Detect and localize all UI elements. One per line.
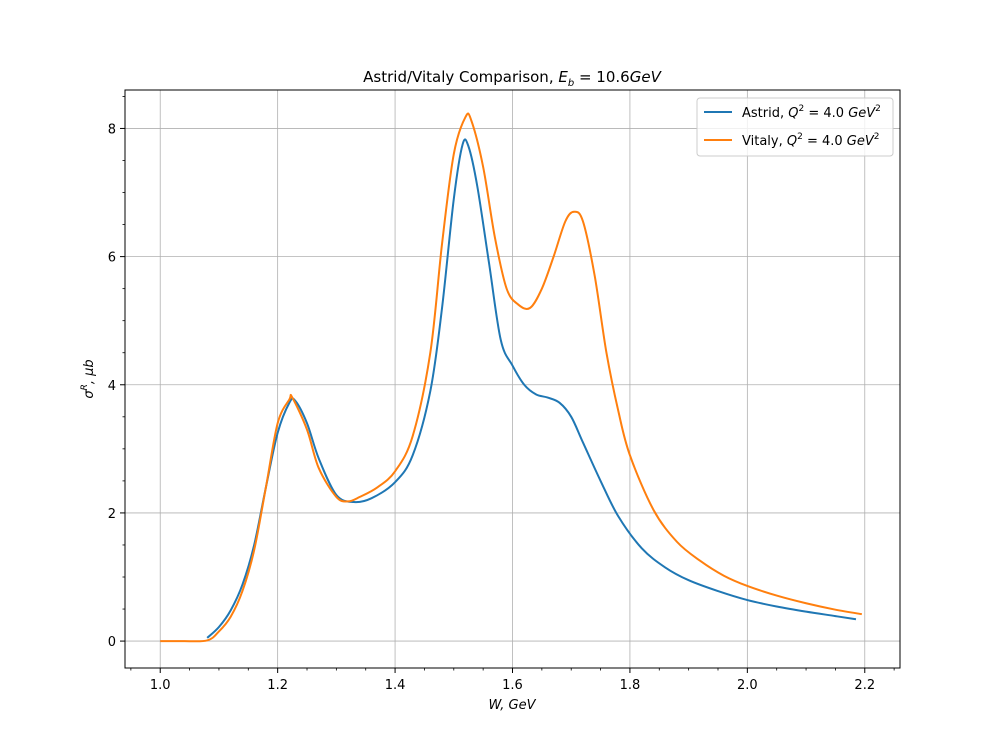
x-tick-label: 2.0 bbox=[737, 678, 758, 693]
y-tick-label: 2 bbox=[108, 507, 116, 522]
y-tick-label: 8 bbox=[108, 122, 116, 137]
legend-label-astrid: Astrid, Q2 = 4.0 GeV2 bbox=[742, 104, 881, 121]
grid bbox=[125, 90, 900, 668]
legend: Astrid, Q2 = 4.0 GeV2 Vitaly, Q2 = 4.0 G… bbox=[696, 97, 894, 157]
x-tick-label: 1.0 bbox=[150, 678, 171, 693]
x-tick-label: 2.2 bbox=[854, 678, 875, 693]
y-axis: 0 2 4 6 8 bbox=[108, 96, 125, 650]
x-axis: 1.0 1.2 1.4 1.6 1.8 2.0 2.2 bbox=[130, 668, 895, 693]
x-tick-label: 1.6 bbox=[502, 678, 523, 693]
y-tick-label: 4 bbox=[108, 379, 116, 394]
y-tick-label: 0 bbox=[108, 635, 116, 650]
series-line-vitaly bbox=[160, 112, 863, 643]
x-tick-label: 1.4 bbox=[385, 678, 406, 693]
chart-title: Astrid/Vitaly Comparison, Eb = 10.6GeV bbox=[363, 68, 662, 89]
series-layer bbox=[160, 112, 863, 643]
legend-label-vitaly: Vitaly, Q2 = 4.0 GeV2 bbox=[742, 132, 880, 149]
y-axis-label: σR, μb bbox=[80, 359, 97, 398]
x-tick-label: 1.2 bbox=[267, 678, 288, 693]
y-tick-label: 6 bbox=[108, 251, 116, 266]
series-line-astrid bbox=[206, 138, 857, 639]
x-axis-label: W, GeV bbox=[488, 698, 536, 713]
x-tick-label: 1.8 bbox=[620, 678, 641, 693]
legend-box bbox=[696, 97, 894, 157]
